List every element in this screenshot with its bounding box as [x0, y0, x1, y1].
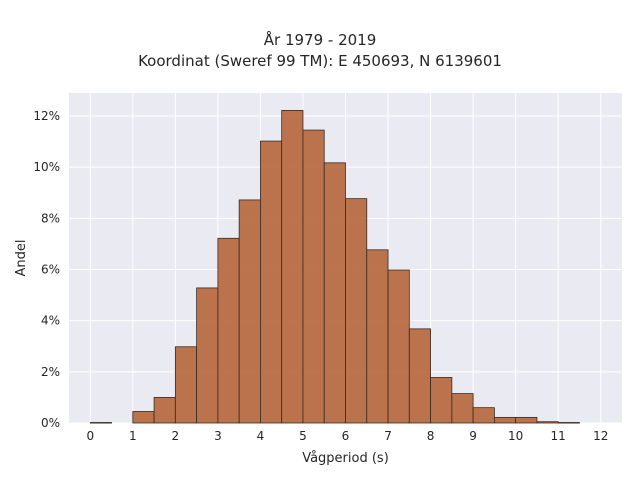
histogram-bar — [89, 422, 112, 424]
histogram-bar — [451, 393, 474, 424]
x-axis-label: Vågperiod (s) — [302, 451, 389, 466]
y-tick-label: 6% — [41, 263, 60, 277]
histogram-bars — [89, 109, 580, 424]
x-tick-label: 10 — [508, 429, 523, 443]
x-tick-label: 2 — [172, 429, 180, 443]
histogram-bar — [260, 140, 283, 424]
y-tick-label: 4% — [41, 314, 60, 328]
histogram-bar — [430, 377, 453, 424]
histogram-bar — [132, 411, 155, 424]
x-tick-label: 5 — [299, 429, 307, 443]
chart-title: År 1979 - 2019 Koordinat (Sweref 99 TM):… — [0, 30, 640, 72]
histogram-bar — [323, 162, 346, 424]
histogram-bar — [472, 407, 495, 424]
histogram-bar — [536, 421, 559, 424]
x-tick-label: 7 — [384, 429, 392, 443]
x-tick-label: 8 — [427, 429, 435, 443]
y-axis-ticks: 0% 2% 4% 6% 8% 10% 12% — [33, 109, 60, 430]
histogram-bar — [515, 416, 538, 424]
y-tick-label: 12% — [33, 109, 60, 123]
histogram-bar — [153, 397, 176, 424]
x-tick-label: 12 — [593, 429, 608, 443]
y-tick-label: 10% — [33, 160, 60, 174]
histogram-bar — [238, 199, 261, 424]
y-axis-label: Andel — [14, 240, 29, 277]
x-tick-label: 4 — [257, 429, 265, 443]
histogram-bar — [557, 422, 580, 424]
histogram-bar — [345, 198, 368, 424]
histogram-bar — [196, 287, 219, 424]
histogram-bar — [217, 237, 240, 424]
histogram-bar — [493, 416, 517, 424]
x-tick-label: 0 — [86, 429, 94, 443]
x-tick-label: 11 — [551, 429, 566, 443]
chart-title-line-1: År 1979 - 2019 — [263, 31, 377, 49]
histogram-bar — [387, 269, 410, 424]
histogram-bar — [281, 109, 304, 424]
y-tick-label: 8% — [41, 211, 60, 225]
chart-title-line-2: Koordinat (Sweref 99 TM): E 450693, N 61… — [138, 52, 502, 70]
x-tick-label: 6 — [342, 429, 350, 443]
x-tick-label: 3 — [214, 429, 222, 443]
x-tick-label: 9 — [469, 429, 477, 443]
y-tick-label: 2% — [41, 365, 60, 379]
histogram-bar — [408, 328, 431, 424]
x-tick-label: 1 — [129, 429, 137, 443]
histogram-bar — [302, 129, 325, 424]
histogram-bar — [366, 249, 389, 424]
histogram-bar — [174, 346, 198, 424]
x-axis-ticks: 0 1 2 3 4 5 6 7 8 9 10 11 12 — [86, 429, 608, 443]
y-tick-label: 0% — [41, 416, 60, 430]
